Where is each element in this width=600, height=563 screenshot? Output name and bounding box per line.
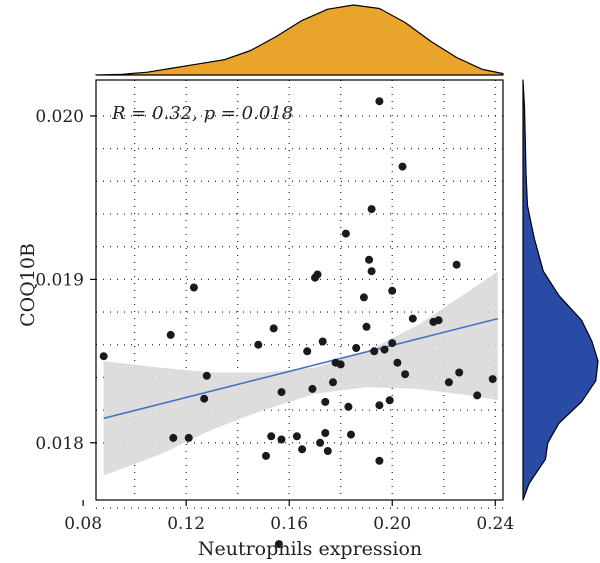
data-point bbox=[365, 255, 374, 264]
data-point bbox=[321, 429, 330, 437]
data-point bbox=[455, 368, 464, 377]
data-point bbox=[262, 451, 270, 460]
regression-line bbox=[103, 317, 499, 420]
data-point bbox=[380, 345, 389, 354]
data-point bbox=[341, 229, 350, 238]
x-tick-label: 0.12 bbox=[167, 514, 205, 534]
y-tick-label: 0.020 bbox=[35, 107, 84, 127]
data-point bbox=[316, 438, 325, 447]
data-point bbox=[292, 432, 301, 441]
data-point bbox=[362, 322, 371, 331]
confidence-band bbox=[103, 271, 498, 476]
data-point bbox=[277, 435, 286, 444]
data-point bbox=[169, 433, 178, 442]
x-tick-label: 0.16 bbox=[270, 514, 308, 534]
data-point bbox=[444, 378, 453, 387]
data-point bbox=[347, 430, 355, 439]
plot-frame bbox=[95, 79, 504, 501]
x-axis-title: Neutrophils expression bbox=[198, 538, 422, 560]
data-point bbox=[452, 260, 461, 269]
data-point bbox=[398, 162, 407, 171]
data-point bbox=[375, 401, 384, 410]
data-point bbox=[277, 388, 286, 397]
right-density-curve bbox=[522, 79, 599, 501]
data-point bbox=[269, 324, 278, 333]
data-point bbox=[298, 445, 307, 454]
data-point bbox=[375, 97, 384, 106]
correlation-annotation: R = 0.32, p = 0.018 bbox=[111, 103, 293, 124]
axes: 0.08 0.12 0.16 0.20 0.24 0.018 0.019 0.020 bbox=[35, 107, 514, 534]
data-point bbox=[388, 286, 397, 295]
data-point bbox=[359, 293, 368, 302]
data-point bbox=[344, 402, 353, 411]
data-point bbox=[385, 396, 394, 405]
x-tick-label: 0.24 bbox=[476, 514, 514, 534]
data-point bbox=[189, 283, 198, 292]
data-point bbox=[318, 337, 327, 346]
data-point bbox=[267, 432, 276, 441]
data-point bbox=[184, 433, 193, 442]
x-tick-label: 0.08 bbox=[64, 514, 102, 534]
y-axis-title: COQ10B bbox=[17, 243, 39, 327]
data-point bbox=[329, 378, 337, 387]
scatter-points bbox=[99, 97, 497, 549]
data-point bbox=[303, 347, 312, 356]
confidence-band-area bbox=[103, 271, 498, 476]
y-tick-label: 0.019 bbox=[35, 270, 84, 290]
data-point bbox=[370, 347, 379, 356]
data-point bbox=[336, 360, 345, 369]
data-point bbox=[393, 358, 402, 367]
right-marginal-density bbox=[522, 79, 599, 501]
data-point bbox=[166, 330, 175, 339]
data-point bbox=[308, 384, 317, 393]
data-point bbox=[200, 394, 209, 403]
data-point bbox=[321, 397, 330, 406]
data-point bbox=[388, 339, 397, 348]
data-point bbox=[473, 391, 482, 400]
top-density-curve bbox=[95, 4, 504, 76]
top-marginal-density bbox=[95, 4, 504, 76]
data-point bbox=[313, 270, 322, 279]
y-tick-label: 0.018 bbox=[35, 434, 84, 454]
data-point bbox=[323, 447, 332, 455]
data-point bbox=[99, 352, 108, 361]
data-point bbox=[434, 316, 443, 325]
data-point bbox=[488, 375, 497, 384]
regression-line-group bbox=[103, 317, 499, 420]
data-point bbox=[367, 267, 376, 276]
data-point bbox=[408, 314, 417, 323]
data-point bbox=[375, 456, 384, 465]
data-point bbox=[367, 205, 376, 214]
data-point bbox=[274, 540, 283, 549]
data-point bbox=[401, 370, 410, 379]
data-point bbox=[202, 371, 211, 380]
x-tick-label: 0.20 bbox=[373, 514, 411, 534]
data-point bbox=[254, 340, 263, 349]
data-point bbox=[352, 344, 361, 352]
